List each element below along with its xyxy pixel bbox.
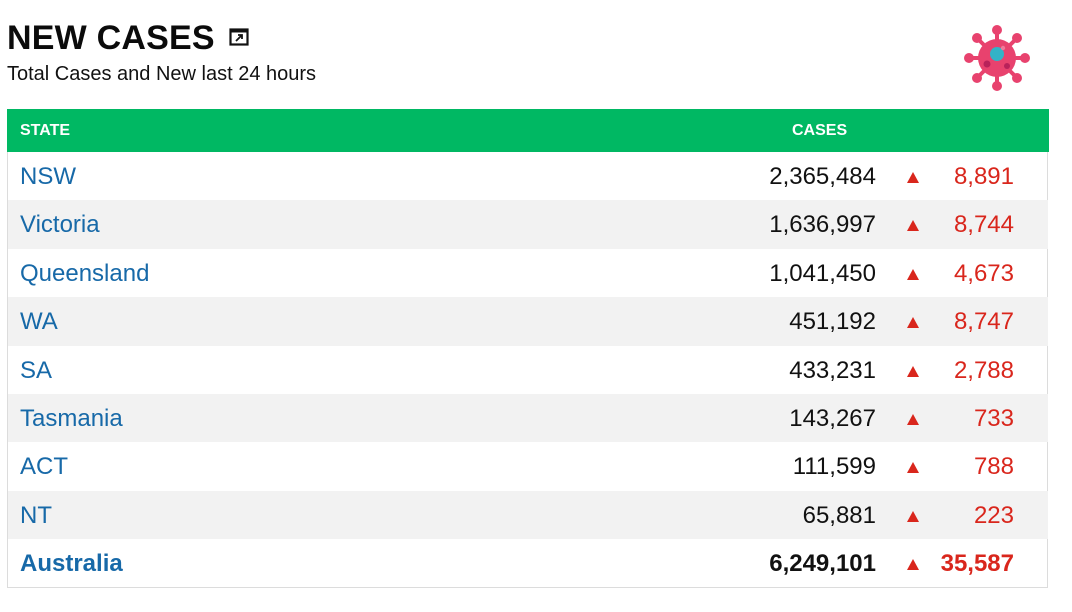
expand-icon[interactable] [229, 28, 249, 46]
table-row: Victoria 1,636,997 8,744 [8, 200, 1048, 249]
widget-header: NEW CASES Total Cases and New last 24 ho… [7, 18, 316, 86]
total-cases-value: 6,249,101 [769, 550, 876, 578]
table-body: NSW 2,365,484 8,891 Victoria 1,636,997 8,744 Q… [8, 152, 1048, 588]
total-cases-value: 143,267 [789, 404, 876, 432]
column-header-state[interactable]: STATE [20, 122, 71, 139]
triangle-up-icon [907, 462, 919, 474]
new-cases-value: 8,744 [953, 211, 1014, 239]
new-cases-value: 8,891 [953, 163, 1014, 190]
state-name-link[interactable]: NT [20, 501, 52, 529]
total-cases-value: 2,365,484 [769, 163, 876, 190]
state-name-link[interactable]: ACT [20, 453, 68, 481]
new-cases-value: 733 [973, 404, 1014, 432]
total-cases-value: 1,636,997 [769, 211, 876, 239]
state-name-link[interactable]: NSW [20, 163, 76, 190]
table-row: Tasmania 143,267 733 [8, 393, 1048, 443]
new-cases-value: 788 [973, 453, 1014, 481]
widget-subtitle: Total Cases and New last 24 hours [7, 63, 317, 85]
table-row-total: Australia 6,249,101 35,587 [8, 539, 1048, 587]
triangle-up-icon [907, 413, 919, 425]
table-row: NT 65,881 223 [8, 490, 1048, 540]
total-cases-value: 65,881 [802, 501, 876, 529]
table-row: SA 433,231 2,788 [8, 346, 1048, 394]
state-name-link[interactable]: Tasmania [20, 404, 123, 432]
table-row: ACT 111,599 788 [8, 442, 1048, 490]
virus-icon [963, 24, 1031, 92]
new-cases-value: 8,747 [953, 308, 1014, 336]
cases-table: STATE CASES NSW 2,365,484 8,891 Victoria 1,6… [7, 109, 1049, 588]
triangle-up-icon [907, 172, 919, 183]
state-name-link[interactable]: Queensland [20, 259, 150, 287]
table-row: NSW 2,365,484 8,891 [8, 152, 1048, 200]
state-name-link[interactable]: WA [20, 308, 58, 336]
triangle-up-icon [907, 365, 919, 377]
table-row: Queensland 1,041,450 4,673 [8, 249, 1048, 297]
total-cases-value: 451,192 [789, 308, 876, 336]
state-name-link[interactable]: Australia [20, 550, 123, 578]
new-cases-value: 35,587 [940, 550, 1014, 578]
triangle-up-icon [907, 510, 919, 522]
triangle-up-icon [907, 317, 919, 329]
table-header: STATE CASES [7, 109, 1049, 152]
triangle-up-icon [907, 559, 919, 571]
new-cases-value: 223 [973, 501, 1014, 529]
widget-title: NEW CASES [7, 19, 215, 57]
table-row: WA 451,192 8,747 [8, 297, 1048, 346]
state-name-link[interactable]: SA [20, 356, 53, 384]
triangle-up-icon [907, 220, 919, 232]
state-name-link[interactable]: Victoria [20, 211, 100, 239]
triangle-up-icon [907, 268, 919, 280]
title-row: NEW CASES [7, 18, 316, 58]
total-cases-value: 433,231 [789, 356, 876, 384]
total-cases-value: 1,041,450 [769, 259, 876, 287]
new-cases-value: 4,673 [953, 259, 1014, 287]
total-cases-value: 111,599 [792, 453, 876, 481]
column-header-cases[interactable]: CASES [792, 122, 848, 139]
new-cases-value: 2,788 [953, 356, 1014, 384]
